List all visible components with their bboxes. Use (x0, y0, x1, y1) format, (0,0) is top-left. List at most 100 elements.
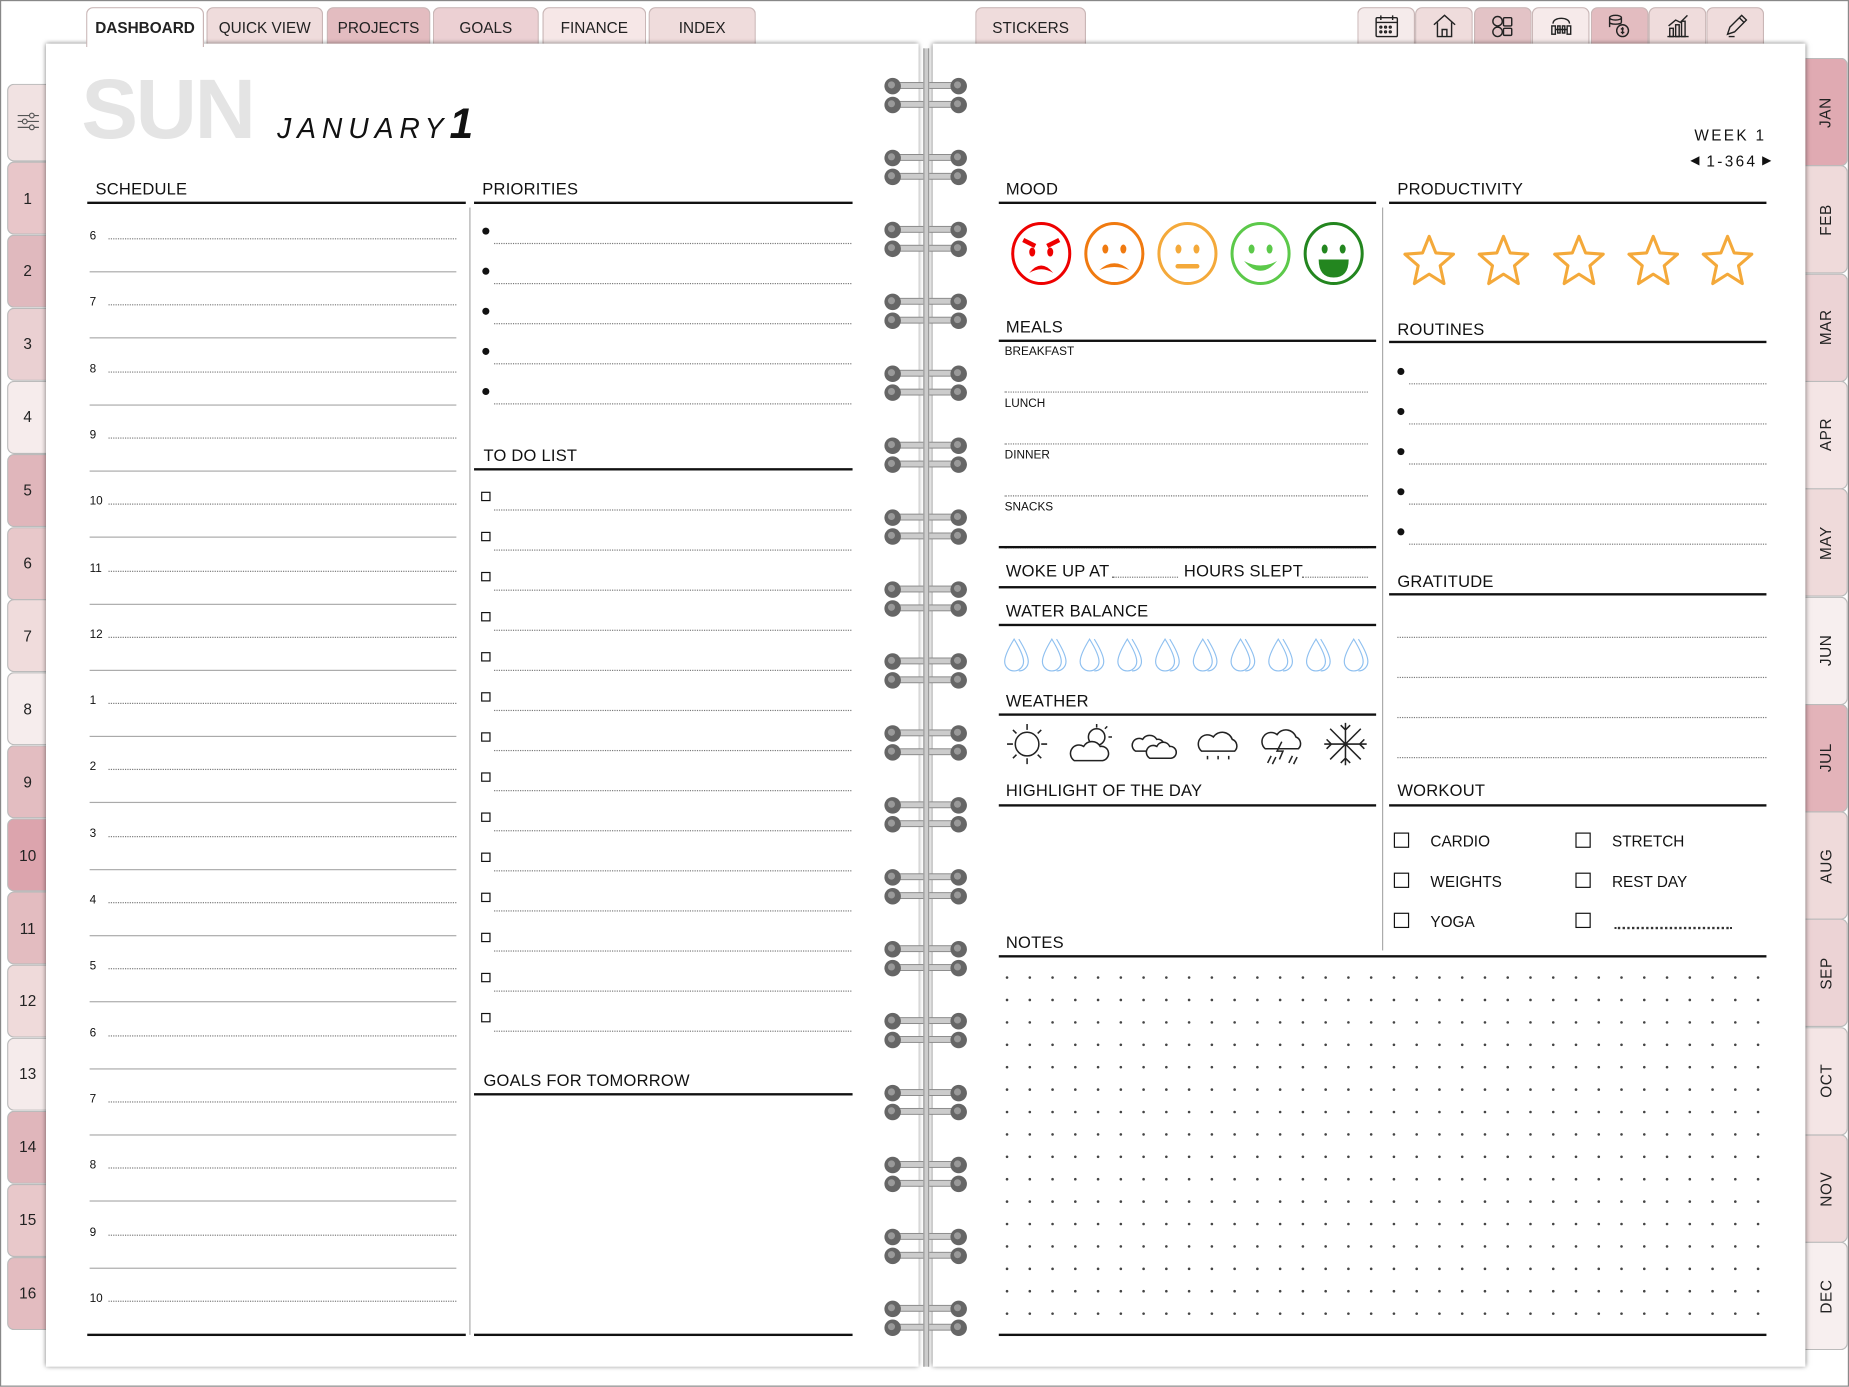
schedule-slot-field[interactable] (108, 702, 457, 705)
prev-day-arrow-icon[interactable]: ◀ (1690, 154, 1702, 168)
month-tab-jun[interactable]: JUN (1805, 596, 1848, 705)
month-tab-may[interactable]: MAY (1805, 488, 1848, 597)
routine-field[interactable] (1409, 503, 1767, 505)
todo-field[interactable] (494, 950, 852, 952)
month-tab-dec[interactable]: DEC (1805, 1242, 1848, 1351)
schedule-slot-field[interactable] (108, 835, 457, 837)
todo-field[interactable] (494, 790, 852, 792)
water-drop-icon[interactable] (1117, 636, 1148, 680)
todo-checkbox[interactable] (481, 692, 491, 702)
schedule-slot-field[interactable] (108, 1101, 457, 1103)
todo-field[interactable] (494, 990, 852, 992)
tab-finance[interactable]: FINANCE (542, 7, 647, 48)
meal-field[interactable] (1004, 391, 1368, 393)
gratitude-field[interactable] (1397, 757, 1767, 759)
todo-field[interactable] (494, 549, 852, 551)
partly-cloudy-icon[interactable] (1067, 720, 1114, 773)
month-tab-oct[interactable]: OCT (1805, 1026, 1848, 1136)
day-tab-13[interactable]: 13 (7, 1037, 48, 1111)
star-icon[interactable] (1622, 230, 1683, 297)
next-day-arrow-icon[interactable]: ▶ (1762, 154, 1774, 168)
tab-dashboard[interactable]: DASHBOARD (86, 7, 205, 48)
todo-field[interactable] (494, 589, 852, 591)
schedule-slot-field[interactable] (108, 370, 457, 373)
workout-checkbox[interactable] (1575, 912, 1591, 929)
water-drop-icon[interactable] (1154, 636, 1185, 680)
schedule-slot-field[interactable] (108, 1300, 457, 1302)
thunderstorm-icon[interactable] (1258, 720, 1305, 773)
todo-checkbox[interactable] (481, 772, 491, 782)
water-drop-icon[interactable] (1041, 636, 1072, 680)
schedule-slot-field[interactable] (108, 503, 457, 505)
schedule-slot-field[interactable] (108, 1234, 457, 1236)
water-drop-icon[interactable] (1268, 636, 1299, 680)
tab-home[interactable] (1415, 7, 1474, 48)
routine-field[interactable] (1409, 423, 1767, 425)
water-drop-icon[interactable] (1343, 636, 1374, 680)
schedule-slot-field[interactable] (108, 1034, 457, 1037)
day-tab-3[interactable]: 3 (7, 307, 48, 381)
workout-checkbox[interactable] (1575, 872, 1591, 888)
month-tab-mar[interactable]: MAR (1805, 273, 1848, 382)
month-tab-jan[interactable]: JAN (1805, 57, 1848, 167)
day-tab-2[interactable]: 2 (7, 234, 48, 308)
rain-icon[interactable] (1195, 720, 1242, 773)
schedule-slot-field[interactable] (108, 304, 457, 306)
tab-media[interactable] (1473, 7, 1532, 48)
tab-index[interactable]: INDEX (648, 7, 756, 48)
routine-field[interactable] (1409, 383, 1767, 385)
routine-field[interactable] (1409, 463, 1767, 465)
water-drop-icon[interactable] (1003, 636, 1034, 680)
todo-field[interactable] (494, 830, 852, 832)
priority-field[interactable] (494, 283, 852, 285)
day-tab-14[interactable]: 14 (7, 1110, 48, 1184)
schedule-slot-field[interactable] (108, 636, 457, 638)
workout-checkbox[interactable] (1393, 832, 1410, 848)
todo-field[interactable] (494, 669, 852, 671)
sun-icon[interactable] (1003, 720, 1050, 773)
month-tab-aug[interactable]: AUG (1805, 811, 1848, 920)
meal-field[interactable] (1004, 495, 1368, 497)
todo-checkbox[interactable] (481, 732, 491, 742)
water-drop-icon[interactable] (1192, 636, 1223, 680)
star-icon[interactable] (1548, 230, 1609, 297)
star-icon[interactable] (1399, 230, 1460, 297)
schedule-slot-field[interactable] (108, 570, 457, 572)
workout-checkbox[interactable] (1393, 872, 1410, 888)
water-drop-icon[interactable] (1079, 636, 1110, 680)
month-tab-nov[interactable]: NOV (1805, 1134, 1848, 1243)
mood-sad-icon[interactable] (1081, 221, 1147, 293)
schedule-slot-field[interactable] (108, 437, 457, 439)
mood-angry-icon[interactable] (1008, 221, 1074, 293)
day-tab-11[interactable]: 11 (7, 891, 48, 965)
todo-checkbox[interactable] (481, 972, 491, 983)
day-tab-15[interactable]: 15 (7, 1183, 48, 1257)
schedule-slot-field[interactable] (108, 1167, 457, 1169)
day-tab-1[interactable]: 1 (7, 161, 48, 235)
todo-checkbox[interactable] (481, 531, 491, 542)
todo-checkbox[interactable] (481, 612, 491, 622)
month-tab-feb[interactable]: FEB (1805, 165, 1848, 274)
day-tab-10[interactable]: 10 (7, 818, 48, 892)
tab-quick-view[interactable]: QUICK VIEW (206, 7, 324, 48)
priority-field[interactable] (494, 403, 852, 405)
gratitude-field[interactable] (1397, 676, 1767, 679)
todo-checkbox[interactable] (481, 571, 491, 582)
gratitude-field[interactable] (1397, 716, 1767, 719)
tab-stickers[interactable]: STICKERS (975, 7, 1087, 48)
todo-field[interactable] (494, 509, 852, 511)
todo-field[interactable] (494, 709, 852, 712)
water-drop-icon[interactable] (1230, 636, 1261, 680)
water-drop-icon[interactable] (1305, 636, 1336, 680)
meal-field[interactable] (1004, 443, 1368, 445)
schedule-slot-field[interactable] (108, 238, 457, 240)
month-tab-apr[interactable]: APR (1805, 380, 1848, 490)
workout-checkbox[interactable] (1575, 832, 1591, 848)
todo-field[interactable] (494, 870, 852, 872)
todo-field[interactable] (494, 1030, 852, 1032)
day-tab-4[interactable]: 4 (7, 380, 48, 454)
month-tab-jul[interactable]: JUL (1805, 703, 1848, 813)
day-tab-12[interactable]: 12 (7, 964, 48, 1038)
priority-field[interactable] (494, 363, 852, 365)
schedule-slot-field[interactable] (108, 902, 457, 904)
